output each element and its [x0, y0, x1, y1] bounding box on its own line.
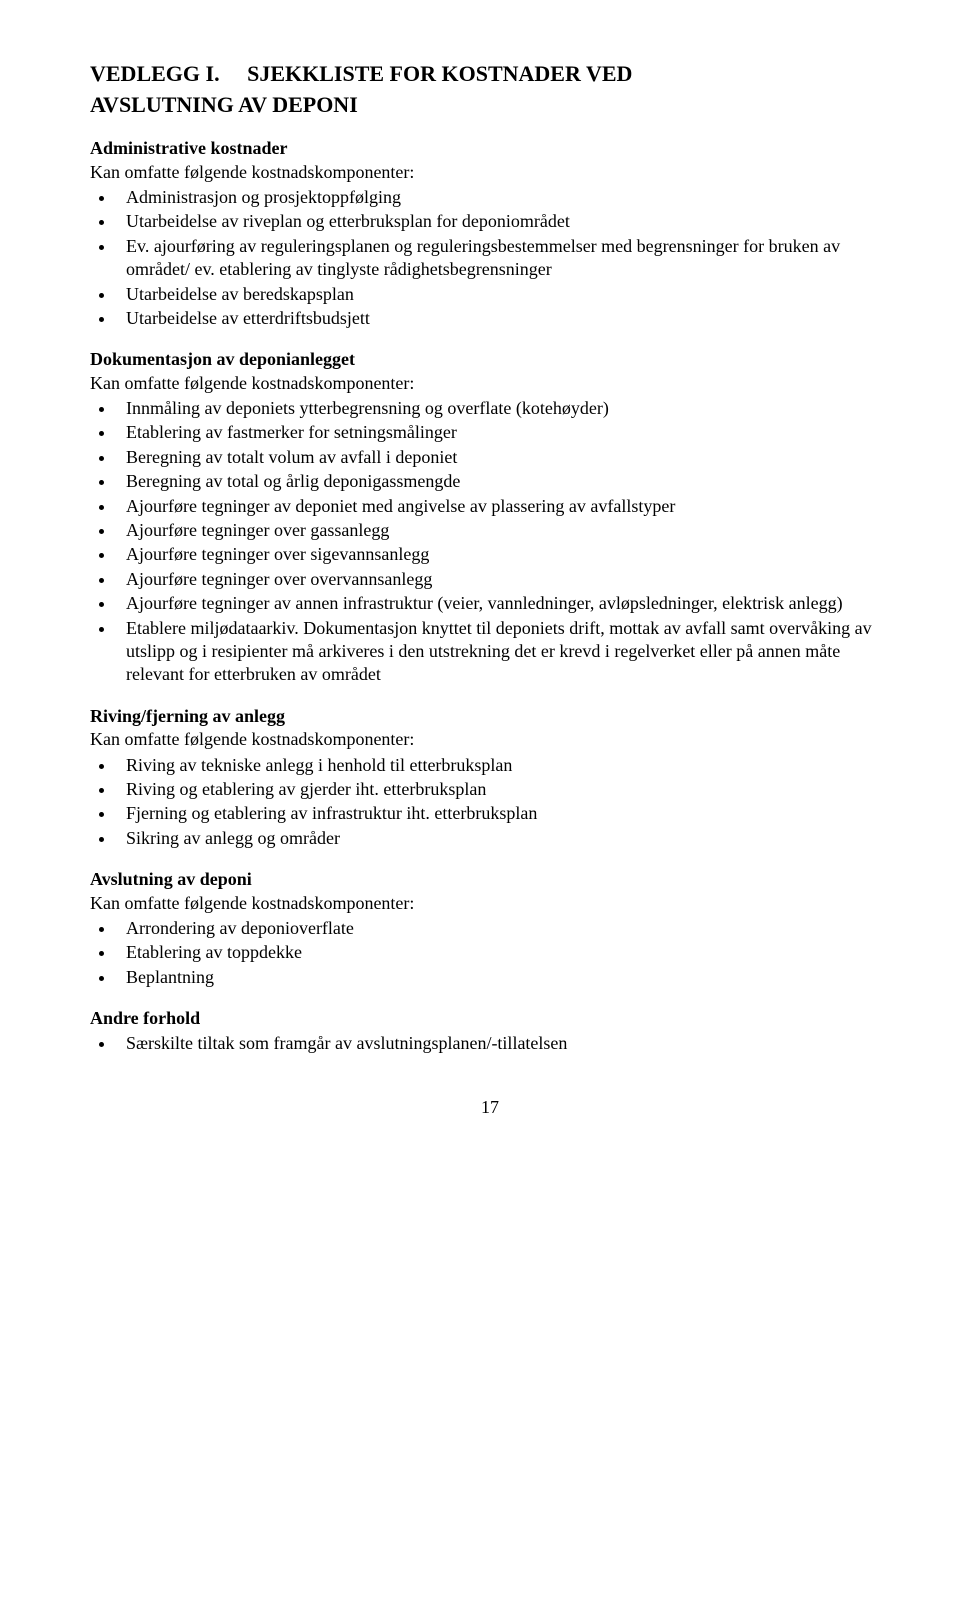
list-item: Særskilte tiltak som framgår av avslutni…: [116, 1032, 890, 1055]
list-item: Utarbeidelse av etterdriftsbudsjett: [116, 307, 890, 330]
section-list: Arrondering av deponioverflateEtablering…: [90, 917, 890, 989]
list-item: Utarbeidelse av beredskapsplan: [116, 283, 890, 306]
list-item: Etablere miljødataarkiv. Dokumentasjon k…: [116, 617, 890, 687]
list-item: Administrasjon og prosjektoppfølging: [116, 186, 890, 209]
list-item: Ajourføre tegninger av annen infrastrukt…: [116, 592, 890, 615]
heading-part2: SJEKKLISTE FOR KOSTNADER VED: [247, 61, 632, 86]
section-title: Riving/fjerning av anlegg: [90, 705, 890, 728]
list-item: Etablering av toppdekke: [116, 941, 890, 964]
section-title: Administrative kostnader: [90, 137, 890, 160]
list-item: Riving av tekniske anlegg i henhold til …: [116, 754, 890, 777]
list-item: Ajourføre tegninger over overvannsanlegg: [116, 568, 890, 591]
section-subtitle: Kan omfatte følgende kostnadskomponenter…: [90, 161, 890, 184]
list-item: Beregning av totalt volum av avfall i de…: [116, 446, 890, 469]
list-item: Fjerning og etablering av infrastruktur …: [116, 802, 890, 825]
section-title: Andre forhold: [90, 1007, 890, 1030]
list-item: Beplantning: [116, 966, 890, 989]
list-item: Etablering av fastmerker for setningsmål…: [116, 421, 890, 444]
section-subtitle: Kan omfatte følgende kostnadskomponenter…: [90, 892, 890, 915]
section-list: Særskilte tiltak som framgår av avslutni…: [90, 1032, 890, 1055]
section-list: Riving av tekniske anlegg i henhold til …: [90, 754, 890, 851]
list-item: Utarbeidelse av riveplan og etterbrukspl…: [116, 210, 890, 233]
section-subtitle: Kan omfatte følgende kostnadskomponenter…: [90, 728, 890, 751]
page-number: 17: [90, 1096, 890, 1119]
page-heading-line1: VEDLEGG I. SJEKKLISTE FOR KOSTNADER VED: [90, 60, 890, 89]
list-item: Innmåling av deponiets ytterbegrensning …: [116, 397, 890, 420]
list-item: Riving og etablering av gjerder iht. ett…: [116, 778, 890, 801]
list-item: Arrondering av deponioverflate: [116, 917, 890, 940]
section-list: Administrasjon og prosjektoppfølgingUtar…: [90, 186, 890, 330]
section-title: Dokumentasjon av deponianlegget: [90, 348, 890, 371]
list-item: Sikring av anlegg og områder: [116, 827, 890, 850]
section-subtitle: Kan omfatte følgende kostnadskomponenter…: [90, 372, 890, 395]
list-item: Ev. ajourføring av reguleringsplanen og …: [116, 235, 890, 282]
page-heading-line2: AVSLUTNING AV DEPONI: [90, 91, 890, 120]
heading-part1: VEDLEGG I.: [90, 61, 220, 86]
list-item: Ajourføre tegninger av deponiet med angi…: [116, 495, 890, 518]
section-list: Innmåling av deponiets ytterbegrensning …: [90, 397, 890, 687]
list-item: Ajourføre tegninger over gassanlegg: [116, 519, 890, 542]
list-item: Beregning av total og årlig deponigassme…: [116, 470, 890, 493]
list-item: Ajourføre tegninger over sigevannsanlegg: [116, 543, 890, 566]
section-title: Avslutning av deponi: [90, 868, 890, 891]
